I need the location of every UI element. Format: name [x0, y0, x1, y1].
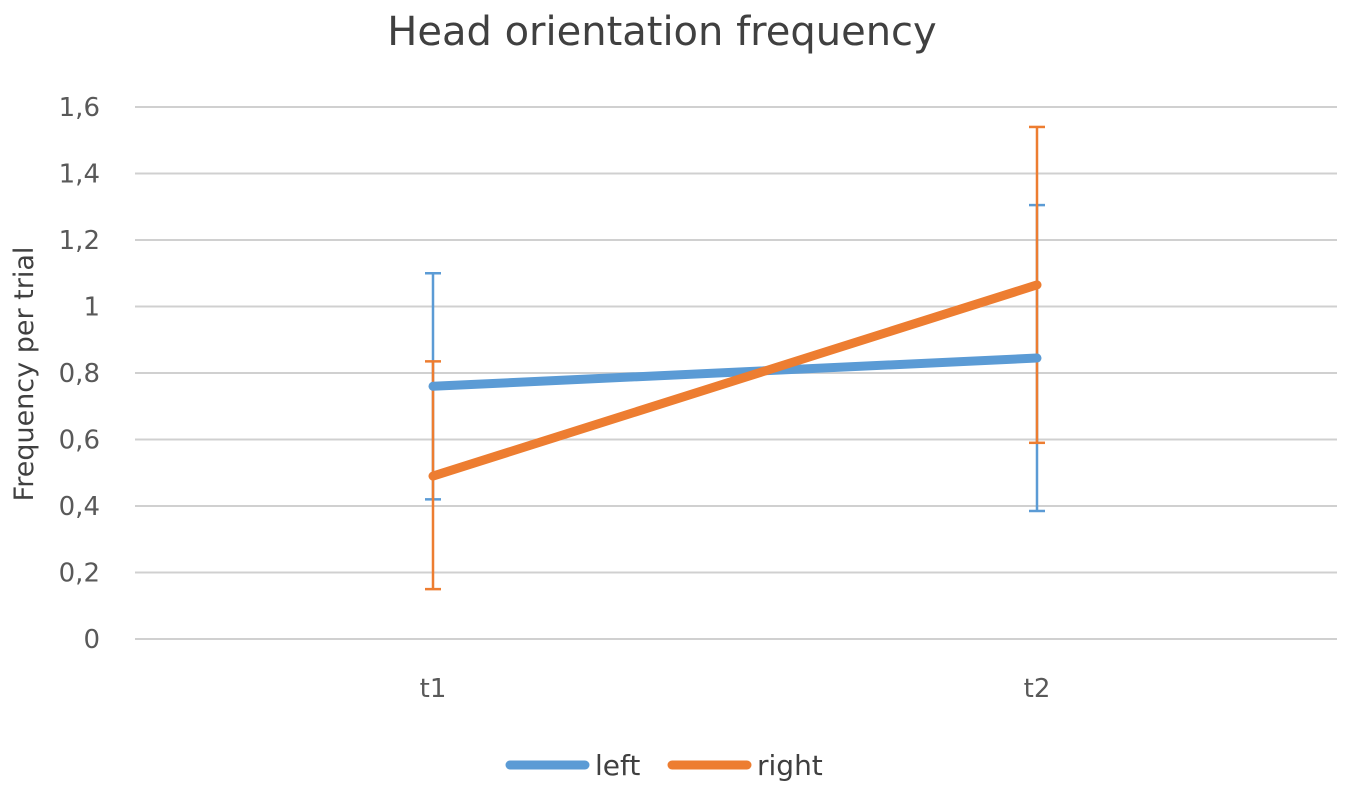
y-tick-label: 1,2 [59, 226, 100, 256]
y-tick-label: 0,4 [59, 492, 100, 522]
legend-label: right [757, 749, 823, 782]
y-tick-label: 1 [83, 293, 100, 323]
series-line-left [428, 353, 1042, 391]
legend-label: left [595, 749, 640, 782]
y-tick-label: 0 [83, 625, 100, 655]
y-tick-label: 1,6 [59, 93, 100, 123]
x-axis-ticks: t1 t2 [420, 674, 1051, 704]
y-tick-label: 0,2 [59, 559, 100, 589]
series-lines [428, 280, 1042, 481]
series-line-right [428, 280, 1042, 481]
y-tick-label: 0,8 [59, 359, 100, 389]
legend-item-left: left [505, 749, 640, 782]
x-tick-label: t2 [1024, 674, 1051, 704]
x-tick-label: t1 [420, 674, 447, 704]
legend: left right [505, 749, 823, 782]
y-tick-label: 1,4 [59, 160, 100, 190]
y-axis-ticks: 0 0,2 0,4 0,6 0,8 1 1,2 1,4 1,6 [59, 93, 100, 655]
y-tick-label: 0,6 [59, 426, 100, 456]
legend-item-right: right [667, 749, 823, 782]
y-axis-title: Frequency per trial [9, 247, 40, 502]
chart-title: Head orientation frequency [387, 9, 936, 55]
